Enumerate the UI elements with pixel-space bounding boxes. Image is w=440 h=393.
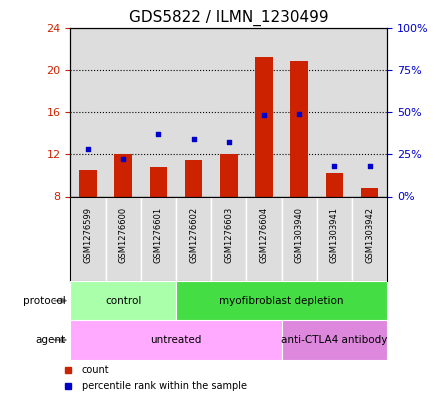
Bar — [185, 160, 202, 196]
Text: anti-CTLA4 antibody: anti-CTLA4 antibody — [281, 335, 388, 345]
Bar — [290, 61, 308, 196]
Text: myofibroblast depletion: myofibroblast depletion — [220, 296, 344, 306]
Bar — [141, 196, 176, 281]
Bar — [361, 188, 378, 196]
Bar — [106, 196, 141, 281]
Point — [296, 110, 303, 117]
Text: GSM1276600: GSM1276600 — [119, 206, 128, 263]
Bar — [282, 196, 317, 281]
Bar — [246, 196, 282, 281]
Bar — [70, 320, 282, 360]
Text: GSM1303940: GSM1303940 — [295, 207, 304, 263]
Text: percentile rank within the sample: percentile rank within the sample — [82, 381, 247, 391]
Bar — [114, 154, 132, 196]
Point — [155, 131, 162, 137]
Text: untreated: untreated — [150, 335, 202, 345]
Text: count: count — [82, 365, 109, 375]
Text: GSM1303941: GSM1303941 — [330, 207, 339, 263]
Text: GSM1276603: GSM1276603 — [224, 206, 233, 263]
Bar — [70, 281, 176, 320]
Bar — [326, 173, 343, 196]
Bar — [282, 320, 387, 360]
Bar — [70, 196, 106, 281]
Point — [84, 146, 92, 152]
Bar — [79, 170, 97, 196]
Point — [331, 163, 338, 169]
Text: control: control — [105, 296, 141, 306]
Text: GSM1303942: GSM1303942 — [365, 207, 374, 263]
Bar — [255, 57, 273, 196]
Text: protocol: protocol — [23, 296, 66, 306]
Text: GSM1276599: GSM1276599 — [84, 207, 92, 263]
Title: GDS5822 / ILMN_1230499: GDS5822 / ILMN_1230499 — [129, 10, 329, 26]
Text: GSM1276601: GSM1276601 — [154, 206, 163, 263]
Point — [225, 139, 232, 145]
Point — [366, 163, 373, 169]
Bar — [70, 196, 387, 281]
Point — [260, 112, 268, 119]
Bar — [220, 154, 238, 196]
Text: GSM1276604: GSM1276604 — [260, 206, 268, 263]
Bar — [352, 196, 387, 281]
Bar — [317, 196, 352, 281]
Bar — [150, 167, 167, 196]
Point — [120, 156, 127, 162]
Bar — [176, 196, 211, 281]
Point — [190, 136, 197, 142]
Text: GSM1276602: GSM1276602 — [189, 206, 198, 263]
Text: agent: agent — [36, 335, 66, 345]
Bar — [176, 281, 387, 320]
Bar — [211, 196, 246, 281]
